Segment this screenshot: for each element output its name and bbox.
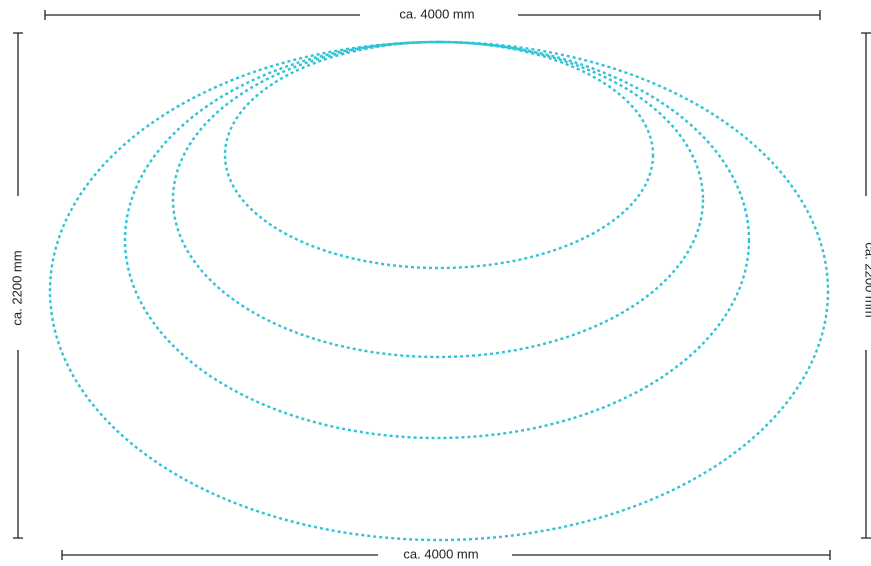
dimension-line bbox=[44, 10, 821, 20]
bottom-dimension: ca. 4000 mm bbox=[61, 546, 831, 561]
ellipse bbox=[223, 40, 655, 270]
dimension-line bbox=[61, 550, 831, 560]
ellipse bbox=[123, 40, 751, 440]
right-dimension: ca. 2200 mm bbox=[861, 32, 871, 539]
ellipse bbox=[171, 40, 705, 359]
ellipse bbox=[48, 40, 830, 542]
ellipses bbox=[48, 40, 830, 542]
dimension-line bbox=[861, 32, 871, 539]
dimension-label: ca. 2200 mm bbox=[863, 242, 871, 317]
dimension-label: ca. 4000 mm bbox=[403, 546, 478, 561]
left-dimension: ca. 2200 mm bbox=[9, 32, 24, 539]
dimension-label: ca. 2200 mm bbox=[9, 250, 24, 325]
top-dimension: ca. 4000 mm bbox=[44, 6, 821, 21]
dimension-label: ca. 4000 mm bbox=[399, 6, 474, 21]
dimension-line bbox=[13, 32, 23, 539]
